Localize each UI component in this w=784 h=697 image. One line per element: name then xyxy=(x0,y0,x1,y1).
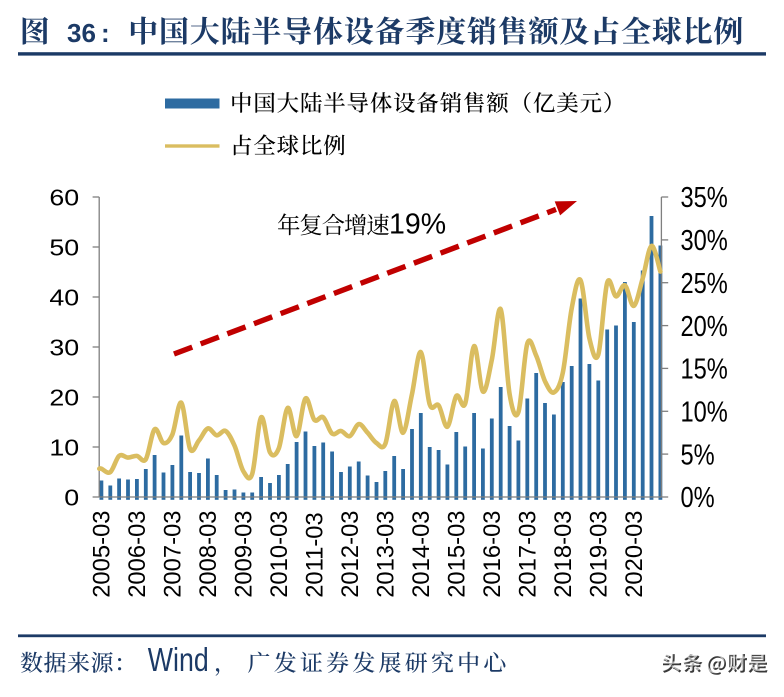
svg-text:5%: 5% xyxy=(681,438,715,471)
svg-text:40: 40 xyxy=(49,285,79,311)
svg-text:2006-03: 2006-03 xyxy=(124,510,151,597)
svg-text:35%: 35% xyxy=(681,181,728,214)
svg-text:30%: 30% xyxy=(681,224,728,257)
svg-text:30: 30 xyxy=(49,335,79,361)
svg-text:0%: 0% xyxy=(681,481,715,514)
svg-text:2013-03: 2013-03 xyxy=(372,510,399,597)
svg-text:2010-03: 2010-03 xyxy=(266,510,293,597)
svg-text:10: 10 xyxy=(49,435,79,461)
svg-text:50: 50 xyxy=(49,235,79,261)
svg-text:2014-03: 2014-03 xyxy=(408,510,435,597)
svg-text::: : xyxy=(101,18,110,48)
svg-text:60: 60 xyxy=(49,185,79,211)
svg-text:2017-03: 2017-03 xyxy=(514,510,541,597)
svg-text:15%: 15% xyxy=(681,352,728,385)
svg-text:2016-03: 2016-03 xyxy=(479,510,506,597)
svg-text:2015-03: 2015-03 xyxy=(443,510,470,597)
svg-text:25%: 25% xyxy=(681,267,728,300)
svg-text:36: 36 xyxy=(67,18,96,48)
svg-text:2019-03: 2019-03 xyxy=(585,510,612,597)
svg-text:19%: 19% xyxy=(389,209,446,241)
svg-text:2008-03: 2008-03 xyxy=(195,510,222,597)
svg-text:0: 0 xyxy=(64,485,79,511)
svg-text:2018-03: 2018-03 xyxy=(550,510,577,597)
svg-text:2012-03: 2012-03 xyxy=(337,510,364,597)
svg-text:2009-03: 2009-03 xyxy=(230,510,257,597)
svg-text:20%: 20% xyxy=(681,309,728,342)
svg-text:2011-03: 2011-03 xyxy=(301,512,328,598)
svg-text:2020-03: 2020-03 xyxy=(621,510,648,597)
svg-text:2007-03: 2007-03 xyxy=(159,510,186,597)
svg-text:10%: 10% xyxy=(681,395,728,428)
svg-text:20: 20 xyxy=(49,385,79,411)
svg-text:2005-03: 2005-03 xyxy=(88,510,115,597)
svg-text:Wind: Wind xyxy=(148,642,209,678)
